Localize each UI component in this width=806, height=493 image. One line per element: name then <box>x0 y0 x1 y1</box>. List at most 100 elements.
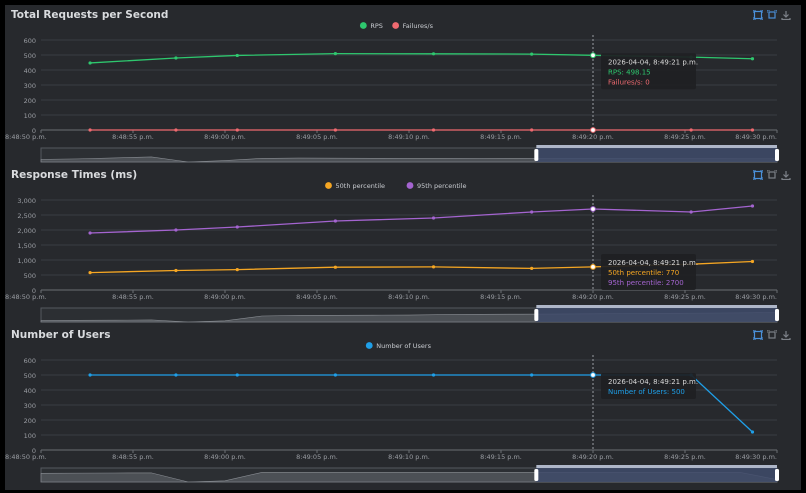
response-times-chart-svg: 0 500 1,000 1,500 2,000 2,500 3,000 8:48:50 p.m… <box>5 182 779 323</box>
data-point[interactable] <box>235 53 239 58</box>
data-point[interactable] <box>333 128 337 132</box>
x-tick-label: 8:49:25 p.m. <box>664 133 706 141</box>
data-point[interactable] <box>750 430 755 434</box>
data-point[interactable] <box>88 128 92 132</box>
legend-label[interactable]: RPS <box>370 22 383 30</box>
x-tick-label: 8:49:15 p.m. <box>480 453 522 461</box>
zoom-handle-right[interactable] <box>775 309 779 321</box>
legend-marker[interactable] <box>392 22 400 29</box>
rps-chart-panel: Total Requests per Second 0 100 200 300 400 5… <box>5 5 801 165</box>
legend-marker[interactable] <box>325 182 332 189</box>
data-point[interactable] <box>333 52 337 56</box>
zoom-select-icon[interactable] <box>753 170 763 180</box>
x-tick-label: 8:49:30 p.m. <box>735 133 777 141</box>
data-point[interactable] <box>750 128 755 132</box>
data-point[interactable] <box>174 128 178 132</box>
zoom-reset-icon[interactable] <box>767 10 777 20</box>
data-point[interactable] <box>333 373 337 377</box>
zoom-select-icon[interactable] <box>753 330 763 340</box>
data-point[interactable] <box>530 266 534 270</box>
data-point[interactable] <box>235 225 239 229</box>
y-tick-label: 500 <box>24 272 36 280</box>
data-point[interactable] <box>530 52 534 56</box>
tooltip-box <box>601 254 696 290</box>
data-point[interactable] <box>431 52 436 56</box>
data-point[interactable] <box>431 373 436 377</box>
legend-label[interactable]: Failures/s <box>403 22 434 30</box>
zoom-window[interactable] <box>536 148 777 162</box>
download-icon[interactable] <box>781 170 791 180</box>
data-point[interactable] <box>530 128 534 132</box>
data-point[interactable] <box>590 52 596 59</box>
legend-marker[interactable] <box>406 182 414 189</box>
legend-marker[interactable] <box>365 342 373 349</box>
legend-marker[interactable] <box>359 22 367 29</box>
zoom-window[interactable] <box>536 468 777 482</box>
data-point[interactable] <box>689 210 693 214</box>
data-point[interactable] <box>235 268 239 272</box>
chart-title: Total Requests per Second <box>11 9 169 21</box>
zoom-window-bar[interactable] <box>536 305 777 308</box>
tooltip-value: RPS: 498.15 <box>608 68 651 76</box>
data-point[interactable] <box>88 271 92 275</box>
data-point[interactable] <box>174 268 178 273</box>
data-point[interactable] <box>174 228 178 232</box>
zoom-window[interactable] <box>536 308 777 322</box>
x-tick-label: 8:49:30 p.m. <box>735 293 777 301</box>
zoom-select-icon[interactable] <box>753 10 763 20</box>
data-point[interactable] <box>431 265 436 269</box>
data-point[interactable] <box>235 128 239 132</box>
data-point[interactable] <box>689 128 693 132</box>
zoom-window-bar[interactable] <box>536 145 777 148</box>
legend-label[interactable]: 95th percentile <box>417 182 467 190</box>
zoom-handle-left[interactable] <box>534 309 539 321</box>
data-point[interactable] <box>431 128 436 132</box>
chart-toolbar <box>753 10 793 22</box>
x-tick-label: 8:49:10 p.m. <box>388 133 430 141</box>
chart-title: Response Times (ms) <box>11 169 138 181</box>
users-chart-panel: Number of Users 0 100 200 300 400 500 600 8:48:… <box>5 325 801 485</box>
data-point[interactable] <box>88 61 92 65</box>
x-tick-label: 8:49:00 p.m. <box>204 453 246 461</box>
data-point[interactable] <box>530 210 534 214</box>
data-point[interactable] <box>590 127 596 133</box>
data-point[interactable] <box>750 57 755 61</box>
zoom-handle-left[interactable] <box>534 149 539 161</box>
y-tick-label: 300 <box>24 82 36 90</box>
legend-label[interactable]: 50th percentile <box>336 182 386 190</box>
tooltip-value: Failures/s: 0 <box>608 78 650 86</box>
zoom-handle-left[interactable] <box>534 469 539 481</box>
data-point[interactable] <box>235 373 239 377</box>
zoom-window-bar[interactable] <box>536 465 777 468</box>
zoom-reset-icon[interactable] <box>767 170 777 180</box>
data-point[interactable] <box>333 219 337 223</box>
download-icon[interactable] <box>781 10 791 20</box>
x-tick-label: 8:49:00 p.m. <box>204 293 246 301</box>
data-point[interactable] <box>174 56 178 60</box>
download-icon[interactable] <box>781 330 791 340</box>
data-point[interactable] <box>590 264 596 270</box>
zoom-handle-right[interactable] <box>775 149 779 161</box>
y-tick-label: 400 <box>24 387 36 395</box>
y-tick-label: 600 <box>24 37 36 45</box>
y-tick-label: 0 <box>32 287 36 295</box>
data-point[interactable] <box>333 265 337 269</box>
data-point[interactable] <box>750 204 755 208</box>
data-point[interactable] <box>88 231 92 235</box>
tooltip-value: Number of Users: 500 <box>608 388 685 396</box>
y-tick-label: 500 <box>24 52 36 60</box>
legend-label[interactable]: Number of Users <box>376 342 431 350</box>
data-point[interactable] <box>174 373 178 377</box>
data-point[interactable] <box>530 373 534 377</box>
tooltip-box <box>601 53 696 90</box>
data-point[interactable] <box>590 206 596 212</box>
data-point[interactable] <box>88 373 92 377</box>
data-point[interactable] <box>590 372 596 378</box>
data-point[interactable] <box>750 259 755 264</box>
data-point[interactable] <box>431 216 436 220</box>
x-tick-label: 8:48:55 p.m. <box>112 133 154 141</box>
tooltip-date: 2026-04-04, 8:49:21 p.m. <box>608 259 698 267</box>
y-tick-label: 300 <box>24 402 36 410</box>
zoom-handle-right[interactable] <box>775 469 779 481</box>
zoom-reset-icon[interactable] <box>767 330 777 340</box>
